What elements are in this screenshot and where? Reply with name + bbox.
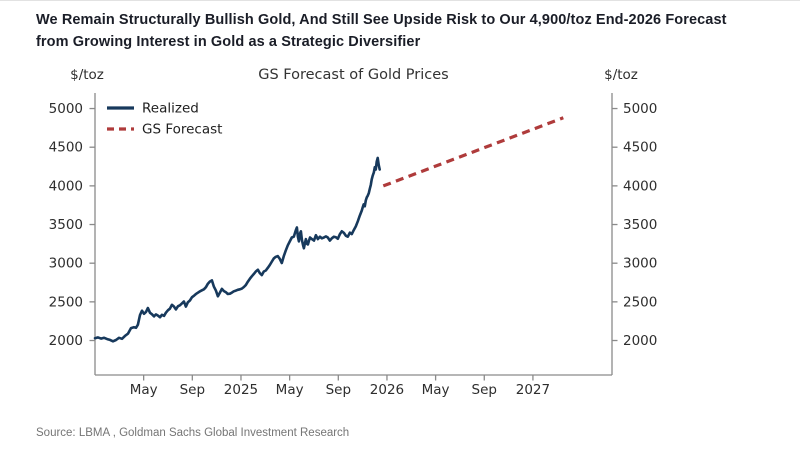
y-tick-label-right: 3500 (623, 217, 657, 233)
report-title-line2: from Growing Interest in Gold as a Strat… (36, 34, 421, 50)
x-tick-label: Sep (180, 382, 205, 398)
report-title: We Remain Structurally Bullish Gold, And… (36, 9, 766, 53)
y-tick-label-left: 3000 (49, 256, 83, 272)
x-tick-label: 2025 (224, 382, 258, 398)
y-tick-label-left: 4500 (49, 140, 83, 156)
x-tick-label: Sep (326, 382, 351, 398)
y-tick-label-right: 4000 (623, 178, 657, 194)
y-unit-left: $/toz (70, 67, 104, 83)
y-tick-label-left: 4000 (49, 178, 83, 194)
x-tick-label: May (130, 382, 158, 398)
x-tick-label: May (422, 382, 450, 398)
legend-label: GS Forecast (142, 122, 222, 138)
y-tick-label-left: 5000 (49, 101, 83, 117)
source-note: Source: LBMA , Goldman Sachs Global Inve… (36, 427, 350, 439)
report-title-line1: We Remain Structurally Bullish Gold, And… (36, 12, 727, 28)
y-tick-label-left: 2000 (49, 333, 83, 349)
y-tick-label-left: 3500 (49, 217, 83, 233)
x-tick-label: 2026 (370, 382, 404, 398)
chart-title: GS Forecast of Gold Prices (258, 67, 448, 83)
y-tick-label-right: 5000 (623, 101, 657, 117)
x-tick-label: 2027 (516, 382, 550, 398)
y-tick-label-right: 2000 (623, 333, 657, 349)
y-unit-right: $/toz (604, 67, 638, 83)
top-divider (0, 0, 800, 1)
x-tick-label: Sep (472, 382, 497, 398)
x-tick-label: May (276, 382, 304, 398)
forecast-line (382, 116, 564, 188)
y-tick-label-right: 2500 (623, 294, 657, 310)
y-tick-label-right: 4500 (623, 140, 657, 156)
legend-label: Realized (142, 101, 199, 117)
y-tick-label-right: 3000 (623, 256, 657, 272)
y-tick-label-left: 2500 (49, 294, 83, 310)
realized-line (93, 156, 382, 343)
